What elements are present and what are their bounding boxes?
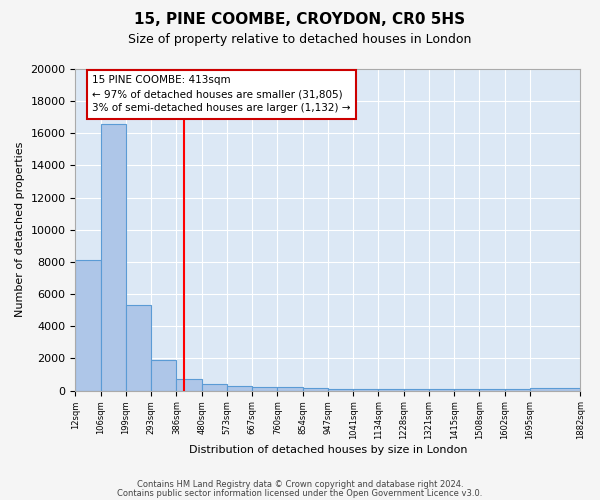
Text: Contains public sector information licensed under the Open Government Licence v3: Contains public sector information licen…: [118, 488, 482, 498]
Text: 15, PINE COOMBE, CROYDON, CR0 5HS: 15, PINE COOMBE, CROYDON, CR0 5HS: [134, 12, 466, 28]
Bar: [101, 124, 126, 390]
Bar: [379, 389, 404, 390]
Bar: [253, 388, 277, 390]
Bar: [353, 389, 379, 390]
Bar: [151, 360, 176, 390]
Bar: [505, 389, 530, 390]
Bar: [227, 386, 253, 390]
Text: 15 PINE COOMBE: 413sqm
← 97% of detached houses are smaller (31,805)
3% of semi-: 15 PINE COOMBE: 413sqm ← 97% of detached…: [92, 76, 351, 114]
Bar: [176, 380, 202, 390]
Bar: [328, 389, 353, 390]
Bar: [404, 389, 429, 390]
Text: Size of property relative to detached houses in London: Size of property relative to detached ho…: [128, 32, 472, 46]
Bar: [126, 306, 151, 390]
X-axis label: Distribution of detached houses by size in London: Distribution of detached houses by size …: [189, 445, 467, 455]
Bar: [454, 389, 479, 390]
Bar: [429, 389, 454, 390]
Y-axis label: Number of detached properties: Number of detached properties: [15, 142, 25, 318]
Bar: [277, 388, 303, 390]
Bar: [202, 384, 227, 390]
Bar: [76, 260, 101, 390]
Text: Contains HM Land Registry data © Crown copyright and database right 2024.: Contains HM Land Registry data © Crown c…: [137, 480, 463, 489]
Bar: [479, 389, 505, 390]
Bar: [530, 388, 580, 390]
Bar: [303, 388, 328, 390]
